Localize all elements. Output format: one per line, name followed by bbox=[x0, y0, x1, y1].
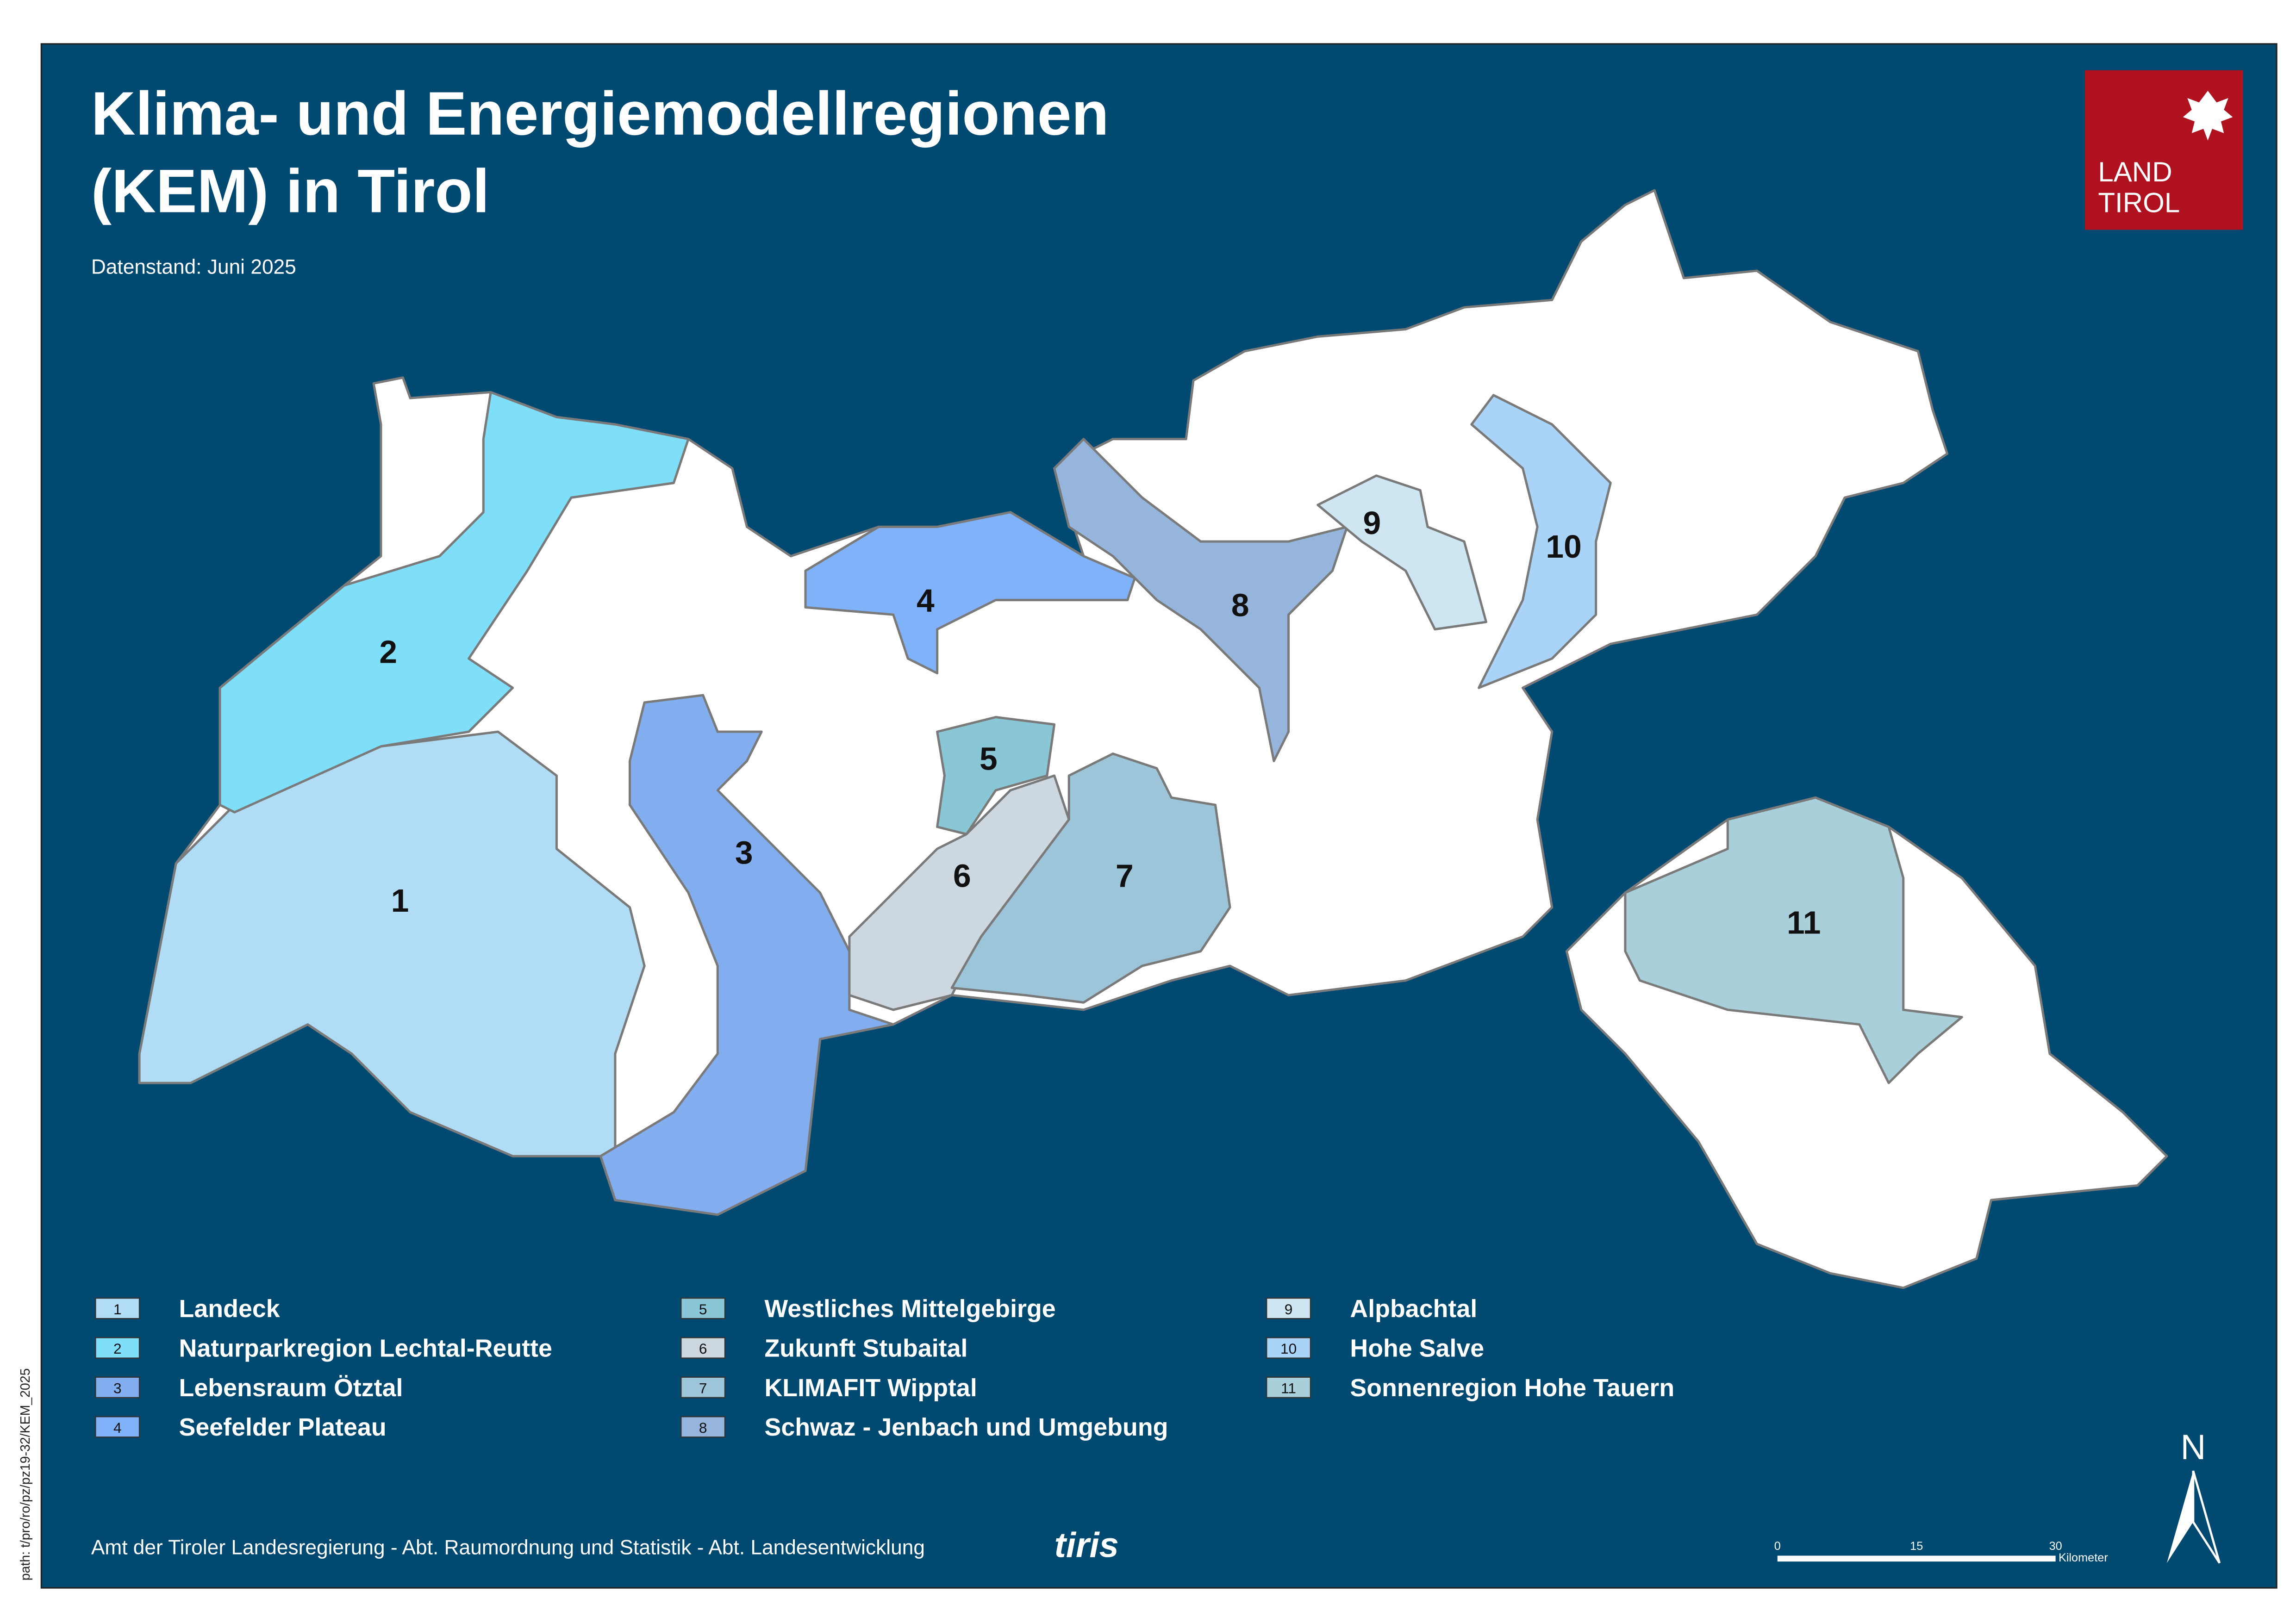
region-number: 5 bbox=[980, 740, 998, 777]
legend-swatch bbox=[95, 1337, 140, 1359]
legend-number: 11 bbox=[1281, 1380, 1296, 1397]
arrow-half bbox=[2192, 1470, 2221, 1564]
region-area bbox=[950, 752, 1231, 1004]
logo-eagle bbox=[2183, 91, 2233, 141]
legend-swatch bbox=[680, 1297, 726, 1319]
logo-box bbox=[2084, 70, 2243, 230]
scale-label: 0 bbox=[1774, 1540, 1781, 1553]
region-area bbox=[804, 511, 1136, 675]
north-label: N bbox=[2180, 1428, 2206, 1467]
legend-number: 4 bbox=[113, 1419, 122, 1436]
region-number: 11 bbox=[1787, 905, 1821, 941]
legend-name: Sonnenregion Hohe Tauern bbox=[1350, 1374, 1674, 1402]
kem-regions bbox=[138, 391, 1963, 1216]
legend-name: Lebensraum Ötztal bbox=[179, 1374, 403, 1402]
region-number: 2 bbox=[379, 634, 397, 670]
legend-swatch bbox=[95, 1297, 140, 1319]
legend-number: 8 bbox=[699, 1419, 707, 1436]
region-area bbox=[1316, 474, 1488, 631]
region-number: 1 bbox=[391, 883, 409, 919]
region-number: 10 bbox=[1546, 529, 1581, 565]
legend-name: Zukunft Stubaital bbox=[764, 1334, 967, 1362]
legend-name: Seefelder Plateau bbox=[179, 1413, 387, 1441]
footer-brand: tiris bbox=[1054, 1526, 1119, 1565]
region-number: 4 bbox=[917, 583, 935, 619]
legend-name: Hohe Salve bbox=[1350, 1334, 1484, 1362]
scale-line bbox=[1777, 1555, 2056, 1562]
path-note: path: t/pro/ro/pz/pz19-32/KEM_2025 bbox=[18, 1368, 33, 1581]
region-labels: 1 2 3 4 5 6 7 8 9 10 11 bbox=[379, 505, 1821, 940]
scale-bar: 0 15 30 Kilometer bbox=[1774, 1540, 2108, 1564]
region-area bbox=[218, 391, 690, 814]
region-area bbox=[1624, 796, 1963, 1084]
scale-label: 30 bbox=[2049, 1540, 2062, 1553]
logo: LAND TIROL bbox=[2084, 70, 2243, 230]
legend-swatch bbox=[1266, 1376, 1311, 1399]
arrow-half bbox=[2166, 1471, 2193, 1563]
legend-number: 10 bbox=[1280, 1340, 1297, 1357]
legend-number: 2 bbox=[113, 1340, 122, 1357]
legend-name: Alpbachtal bbox=[1350, 1295, 1477, 1323]
region-number: 7 bbox=[1116, 858, 1134, 894]
legend-number: 5 bbox=[699, 1301, 707, 1318]
legend-number: 3 bbox=[113, 1380, 122, 1397]
region-area bbox=[936, 716, 1056, 836]
legend-swatch bbox=[95, 1376, 140, 1399]
legend-swatch bbox=[95, 1416, 140, 1438]
legend-number: 7 bbox=[699, 1380, 707, 1397]
legend-name: Westliches Mittelgebirge bbox=[764, 1295, 1055, 1323]
legend-swatch bbox=[680, 1376, 726, 1399]
logo-text: TIROL bbox=[2098, 187, 2180, 218]
region-area bbox=[1053, 438, 1348, 762]
scale-unit: Kilometer bbox=[2059, 1551, 2108, 1564]
region-number: 3 bbox=[735, 834, 753, 871]
legend-name: Naturparkregion Lechtal-Reutte bbox=[179, 1334, 552, 1362]
region-area bbox=[1470, 394, 1612, 689]
legend-swatch bbox=[1266, 1337, 1311, 1359]
region-number: 8 bbox=[1231, 587, 1249, 623]
legend-number: 6 bbox=[699, 1340, 707, 1357]
scale-label: 15 bbox=[1910, 1540, 1923, 1553]
north-arrow: N bbox=[2166, 1428, 2221, 1564]
logo-text: LAND bbox=[2098, 156, 2172, 187]
title-line: (KEM) in Tirol bbox=[91, 157, 490, 226]
title-line: Klima- und Energiemodellregionen bbox=[91, 80, 1109, 148]
legend-swatch bbox=[680, 1337, 726, 1359]
region-number: 9 bbox=[1363, 505, 1381, 541]
region-number: 6 bbox=[953, 858, 971, 894]
legend-name: KLIMAFIT Wipptal bbox=[764, 1374, 977, 1402]
legend-swatch bbox=[680, 1416, 726, 1438]
legend-number: 1 bbox=[113, 1301, 122, 1318]
legend: 1 Landeck 2 Naturparkregion Lechtal-Reutte 3… bbox=[95, 1295, 1674, 1441]
legend-number: 9 bbox=[1285, 1301, 1293, 1318]
region-area bbox=[599, 694, 895, 1216]
footer-text: Amt der Tiroler Landesregierung - Abt. R… bbox=[91, 1536, 925, 1559]
legend-name: Schwaz - Jenbach und Umgebung bbox=[764, 1413, 1168, 1441]
subtitle: Datenstand: Juni 2025 bbox=[91, 255, 296, 278]
legend-swatch bbox=[1266, 1297, 1311, 1319]
legend-name: Landeck bbox=[179, 1295, 280, 1323]
